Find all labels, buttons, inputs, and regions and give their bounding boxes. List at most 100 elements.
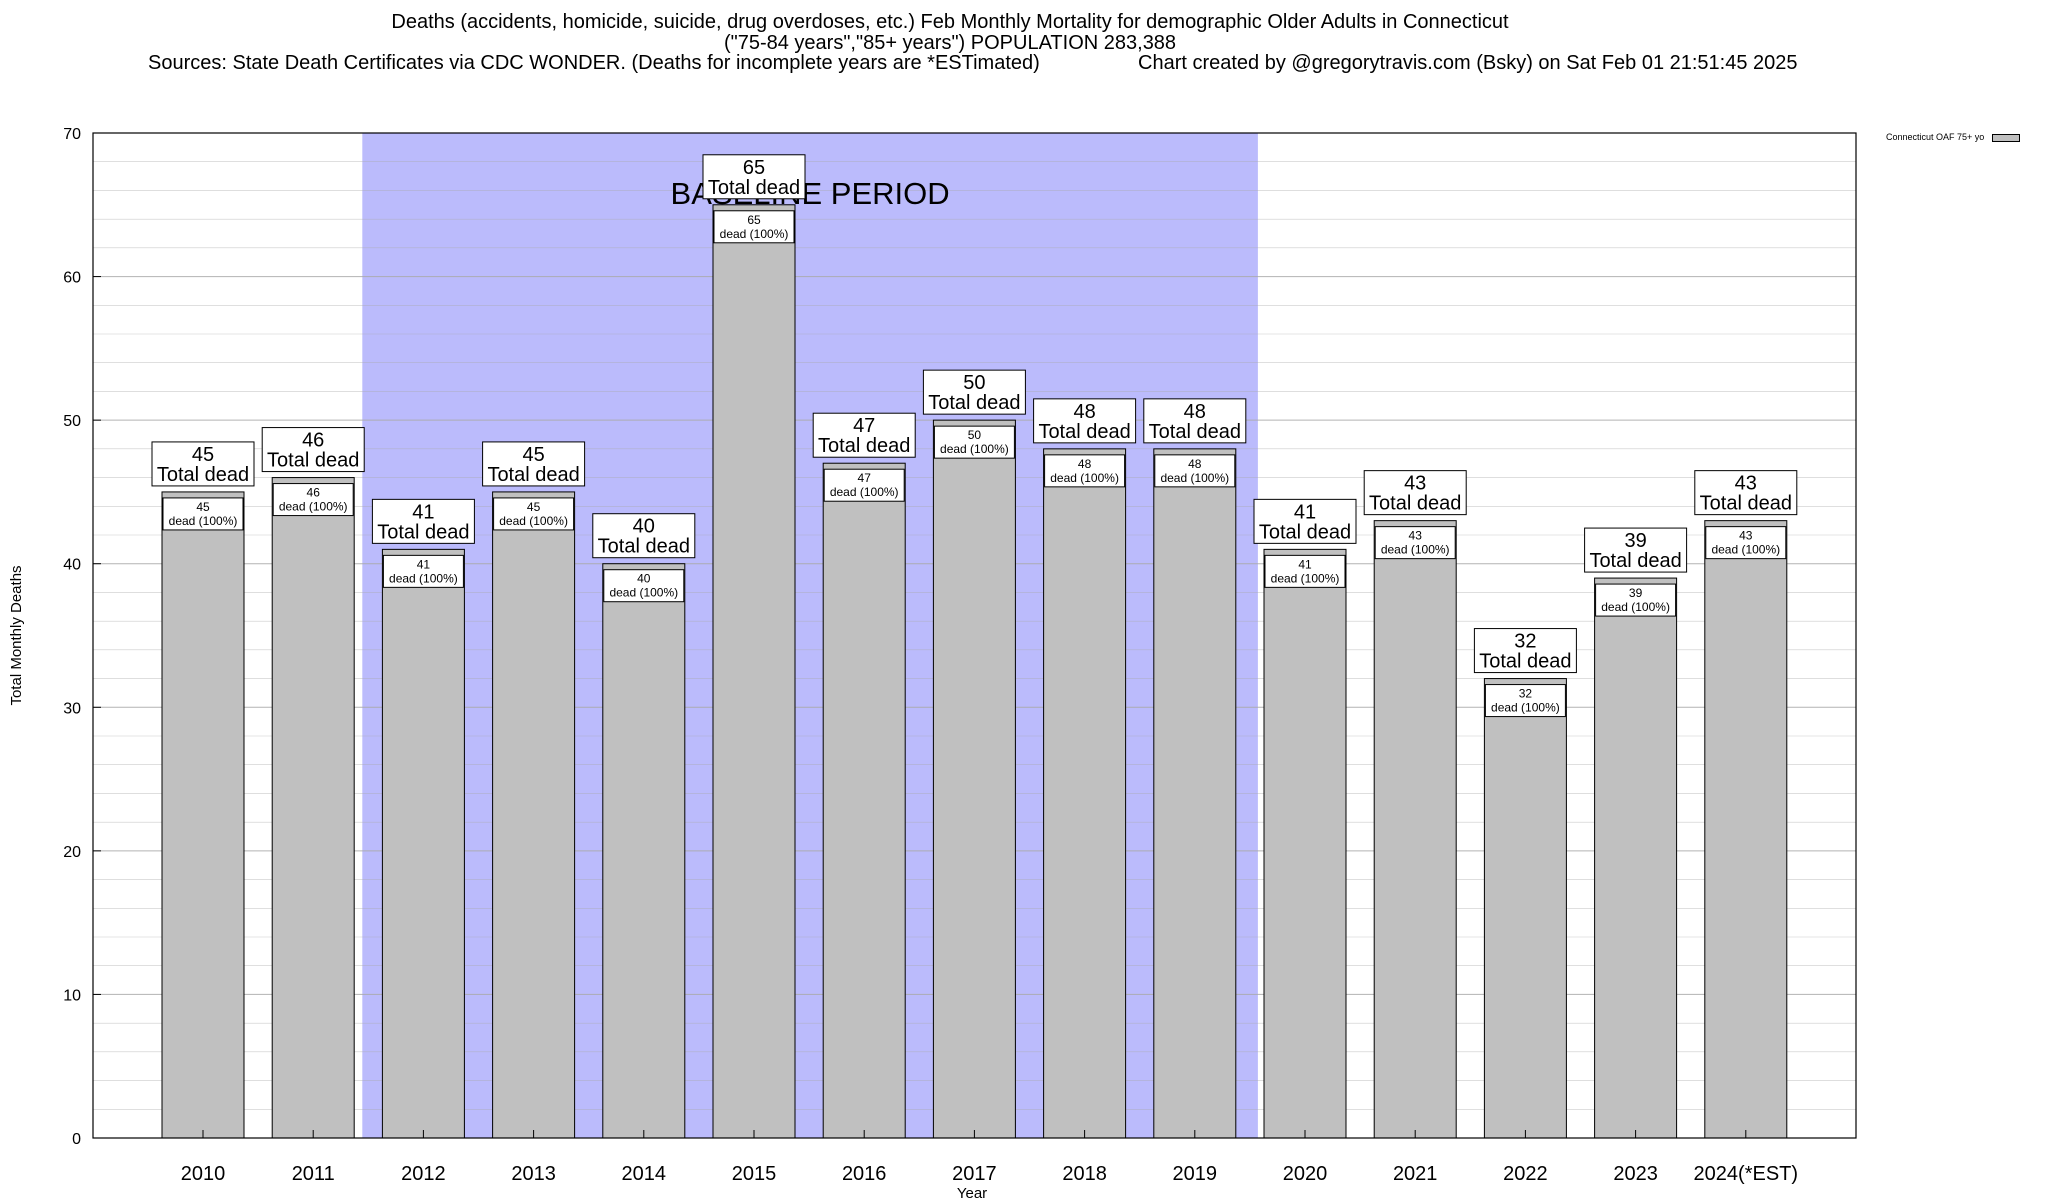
x-tick-label: 2017 (952, 1163, 997, 1185)
bar (1263, 548, 1347, 1139)
title-line-1: Deaths (accidents, homicide, suicide, dr… (391, 11, 1509, 33)
bar-total-label: Total dead (1038, 421, 1130, 443)
x-tick-label: 2021 (1393, 1163, 1438, 1185)
bar-inner-label-box (493, 497, 575, 531)
bar-inner-value: 48 (1078, 457, 1092, 471)
bar-inner-label-box (1154, 454, 1236, 488)
bar-inner-label-box (713, 210, 795, 244)
bar-inner-label-box (1374, 526, 1456, 560)
bar-inner-label-box (162, 497, 244, 531)
x-axis-label: Year (957, 1185, 987, 1200)
bar-inner-label-box (603, 569, 685, 603)
bar-inner-label-box (1705, 526, 1787, 560)
bar-inner-label: dead (100%) (169, 514, 238, 528)
bar-inner-value: 32 (1519, 687, 1533, 701)
bar-total-label-box (1253, 498, 1357, 544)
bar-total-label-box (482, 441, 586, 487)
bar-inner-label-box (823, 468, 905, 502)
bar (1483, 678, 1567, 1139)
bar-inner-label: dead (100%) (389, 571, 458, 585)
bar-total-value: 40 (633, 516, 655, 538)
x-tick-label: 2019 (1173, 1163, 1218, 1185)
bar (1043, 448, 1127, 1139)
bar-total-value: 48 (1073, 401, 1095, 423)
y-tick-label: 20 (63, 844, 81, 861)
bar-inner-label: dead (100%) (720, 227, 789, 241)
bar-total-label: Total dead (377, 521, 469, 543)
y-tick-label: 10 (63, 987, 81, 1004)
bar-total-label-box (1584, 527, 1688, 573)
x-tick-label: 2016 (842, 1163, 887, 1185)
bar-total-label: Total dead (1149, 421, 1241, 443)
y-tick-label: 30 (63, 700, 81, 717)
bar (1153, 448, 1237, 1139)
bar-inner-label: dead (100%) (1050, 471, 1119, 485)
bar-total-value: 47 (853, 415, 875, 437)
credit-note: Chart created by @gregorytravis.com (Bsk… (1138, 52, 1798, 74)
x-tick-label: 2013 (511, 1163, 556, 1185)
bar-inner-value: 45 (527, 500, 541, 514)
bar-total-value: 41 (1294, 501, 1316, 523)
bar-total-label: Total dead (598, 536, 690, 558)
x-tick-label: 2011 (292, 1163, 335, 1185)
bar-total-label-box (1473, 628, 1577, 674)
bar-inner-label-box (1595, 583, 1677, 617)
bar-total-value: 46 (302, 430, 324, 452)
bar-total-value: 48 (1184, 401, 1206, 423)
chart-title: Deaths (accidents, homicide, suicide, dr… (0, 12, 1900, 54)
bar-inner-label-box (272, 483, 354, 517)
bar-total-label-box (1363, 470, 1467, 516)
bar-total-label: Total dead (1479, 651, 1571, 673)
bar (492, 491, 576, 1139)
bar-inner-value: 50 (968, 428, 982, 442)
bar-total-label-box (812, 412, 916, 458)
bar-total-value: 39 (1624, 530, 1646, 552)
bar-total-label-box (922, 369, 1026, 415)
x-tick-label: 2015 (732, 1163, 777, 1185)
bar-inner-label: dead (100%) (830, 485, 899, 499)
bar (1594, 577, 1678, 1139)
bar-total-value: 45 (522, 444, 544, 466)
bar-total-value: 50 (963, 372, 985, 394)
bar-inner-label: dead (100%) (1711, 543, 1780, 557)
bar (271, 477, 355, 1139)
y-tick-label: 70 (63, 126, 81, 143)
bar-inner-label-box (1044, 454, 1126, 488)
bar-inner-value: 43 (1409, 529, 1423, 543)
y-tick-label: 0 (72, 1131, 81, 1148)
bar (381, 548, 465, 1139)
bar-total-label: Total dead (487, 464, 579, 486)
x-tick-label: 2022 (1503, 1163, 1548, 1185)
bar-total-label: Total dead (1259, 521, 1351, 543)
bar-total-label: Total dead (157, 464, 249, 486)
x-tick-label: 2012 (401, 1163, 446, 1185)
y-tick-label: 50 (63, 413, 81, 430)
bar (602, 563, 686, 1139)
bar-inner-value: 47 (858, 471, 872, 485)
bar-total-label-box (1033, 398, 1137, 444)
bar-inner-value: 65 (747, 213, 761, 227)
bar-total-label-box (1694, 470, 1798, 516)
legend-swatch (1992, 133, 2021, 142)
bar-total-value: 45 (192, 444, 214, 466)
bar-inner-label: dead (100%) (1601, 600, 1670, 614)
bar-total-label-box (592, 513, 696, 559)
bar-total-label-box (371, 498, 475, 544)
legend-label: Connecticut OAF 75+ yo (1886, 132, 1985, 142)
bar-total-value: 43 (1404, 473, 1426, 495)
bar-total-value: 43 (1735, 473, 1757, 495)
x-tick-label: 2010 (181, 1163, 226, 1185)
title-line-2: ("75-84 years","85+ years") POPULATION 2… (723, 32, 1177, 54)
bar-total-value: 65 (743, 157, 765, 179)
bar-inner-value: 40 (637, 572, 651, 586)
bar-inner-label: dead (100%) (940, 442, 1009, 456)
bar-inner-label-box (933, 425, 1015, 459)
bar-total-label-box (1143, 398, 1247, 444)
y-tick-label: 40 (63, 557, 81, 574)
plot-frame (92, 132, 1857, 1139)
bar-inner-value: 48 (1188, 457, 1202, 471)
bar-inner-label: dead (100%) (1491, 701, 1560, 715)
x-tick-label: 2018 (1062, 1163, 1107, 1185)
bar (932, 419, 1016, 1139)
